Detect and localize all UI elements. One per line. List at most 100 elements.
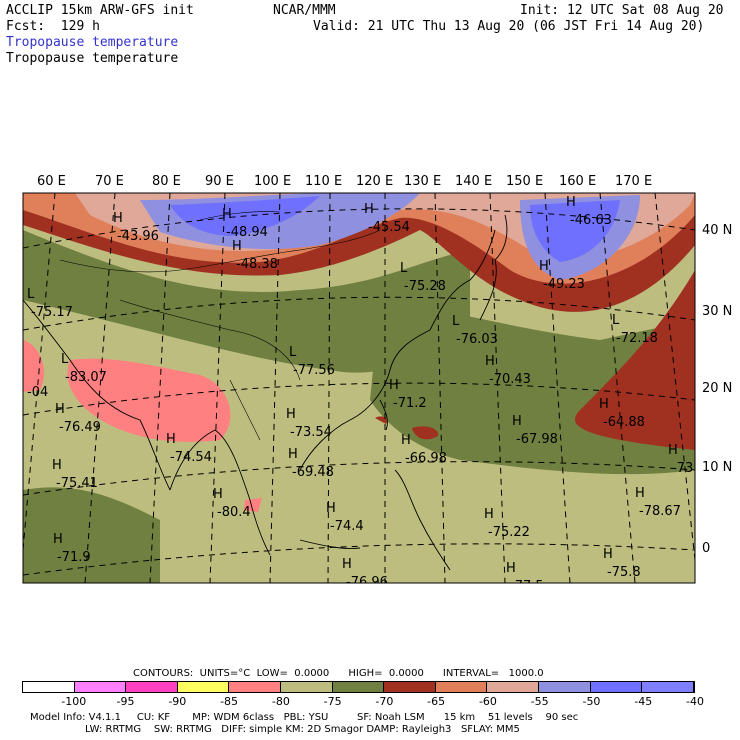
coastlines (23, 214, 508, 571)
valid-time: Valid: 21 UTC Thu 13 Aug 20 (06 JST Fri … (313, 19, 705, 34)
extremum-value: -46.63 (570, 213, 612, 228)
extremum-value: -71.2 (393, 396, 427, 411)
longitude-label: 170 E (615, 174, 652, 189)
extremum-marker: H (484, 507, 494, 522)
extremum-marker: H (222, 207, 232, 222)
longitude-label: 160 E (559, 174, 596, 189)
extremum-value: -04 (27, 385, 48, 400)
extremum-marker: H (53, 532, 63, 547)
extremum-value: -80.4 (217, 505, 251, 520)
extremum-marker: H (506, 561, 516, 576)
extremum-value: -75.75 (250, 590, 292, 605)
colorbar-swatch (487, 682, 540, 692)
map-frame (22, 192, 696, 584)
colorbar-tick-label: -60 (478, 695, 497, 708)
colorbar-tick-label: -40 (686, 695, 704, 708)
extremum-marker: H (512, 414, 522, 429)
longitude-label: 100 E (254, 174, 291, 189)
extremum-marker: H (364, 202, 374, 217)
extremum-value: -45.54 (368, 220, 410, 235)
extremum-value: -48.38 (236, 257, 278, 272)
colorbar-ticks: -100 -95 -90 -85 -80 -75 -70 -65 -60 -55 -50 -45 -40… (0, 695, 740, 709)
colorbar-swatch (539, 682, 591, 692)
colorbar-tick-label: -55 (530, 695, 549, 708)
extremum-marker: H (566, 195, 576, 210)
colorbar-swatch (229, 682, 282, 692)
colorbar-tick-label: -80 (271, 695, 290, 708)
extremum-value: -75.17 (31, 305, 73, 320)
init-time: Init: 12 UTC Sat 08 Aug 20 (520, 3, 724, 18)
colorbar-swatch (126, 682, 178, 692)
extremum-marker: L (61, 352, 69, 367)
colorbar-tick-label: -75 (323, 695, 342, 708)
colorbar-tick-label: -85 (220, 695, 239, 708)
longitude-label: 120 E (356, 174, 393, 189)
contour-info: CONTOURS: UNITS=°C LOW= 0.0000 HIGH= 0.0… (133, 668, 544, 679)
colorbar-tick-label: -45 (634, 695, 653, 708)
borders (59, 211, 381, 441)
extremum-value: -75.28 (404, 279, 446, 294)
extremum-marker: L (400, 261, 408, 276)
extremum-value: -75.8 (607, 565, 641, 580)
longitude-label: 60 E (37, 174, 66, 189)
extremum-marker: L (452, 314, 460, 329)
extremum-value: -49.23 (543, 277, 585, 292)
extremum-marker: H (401, 433, 411, 448)
extrema-labels: H-43.96H-48.94H-48.38H-45.54H-46.63H-49.… (27, 195, 693, 605)
extremum-value: -77.5 (510, 579, 544, 594)
colorbar-tick-label: -70 (375, 695, 394, 708)
longitude-label: 90 E (205, 174, 234, 189)
colorbar-swatch (590, 682, 643, 692)
extremum-value: -83.07 (65, 370, 107, 385)
extremum-marker: H (213, 487, 223, 502)
extremum-marker: L (27, 287, 35, 302)
extremum-value: -67.98 (516, 432, 558, 447)
extremum-value: -76.03 (456, 332, 498, 347)
extremum-marker: H (342, 557, 352, 572)
extremum-marker: H (288, 447, 298, 462)
field-name-contour: Tropopause temperature (6, 51, 179, 66)
latitude-label: 10 N (702, 460, 732, 475)
longitude-labels: 60 E 70 E 80 E 90 E 100 E 110 E 120 E 130 E 140 … (37, 174, 652, 189)
colorbar-tick-label: -100 (61, 695, 87, 708)
extremum-value: -48.94 (226, 225, 268, 240)
colorbar-swatch (177, 682, 230, 692)
field-name-shaded: Tropopause temperature (6, 35, 179, 50)
colorbar-swatch (23, 682, 75, 692)
extremum-marker: H (539, 259, 549, 274)
extremum-marker: H (668, 443, 678, 458)
shaded-field (23, 193, 695, 583)
latitude-label: 40 N (702, 223, 732, 238)
forecast-hour: Fcst: 129 h (6, 19, 100, 34)
colorbar-swatch (332, 682, 385, 692)
extremum-marker: H (603, 547, 613, 562)
latitude-label: 20 N (702, 381, 732, 396)
extremum-value: -71.9 (57, 550, 91, 565)
latitude-label: 0 (702, 541, 710, 556)
extremum-marker: H (286, 407, 296, 422)
extremum-marker: H (52, 458, 62, 473)
extremum-value: -70.43 (489, 372, 531, 387)
extremum-value: -74.54 (170, 450, 212, 465)
model-info: Model Info: V4.1.1 CU: KF MP: WDM 6class… (30, 712, 579, 723)
extremum-marker: H (55, 402, 65, 417)
model-title: ACCLIP 15km ARW-GFS init (6, 3, 194, 18)
extremum-marker: L (289, 345, 297, 360)
colorbar-swatch (642, 682, 694, 692)
colorbar-tick-label: -65 (427, 695, 446, 708)
longitude-label: 150 E (506, 174, 543, 189)
extremum-value: -74.4 (330, 519, 364, 534)
extremum-value: -66.98 (405, 451, 447, 466)
extremum-marker: H (599, 397, 609, 412)
extremum-value: -73 (672, 461, 693, 476)
colorbar-tick-label: -90 (168, 695, 187, 708)
colorbar-tick-label: -50 (582, 695, 601, 708)
longitude-label: 80 E (152, 174, 181, 189)
colorbar-swatch (281, 682, 333, 692)
colorbar-swatch (74, 682, 127, 692)
latitude-label: 30 N (702, 304, 732, 319)
longitude-label: 140 E (455, 174, 492, 189)
longitude-label: 70 E (95, 174, 124, 189)
extremum-value: -78.67 (639, 504, 681, 519)
